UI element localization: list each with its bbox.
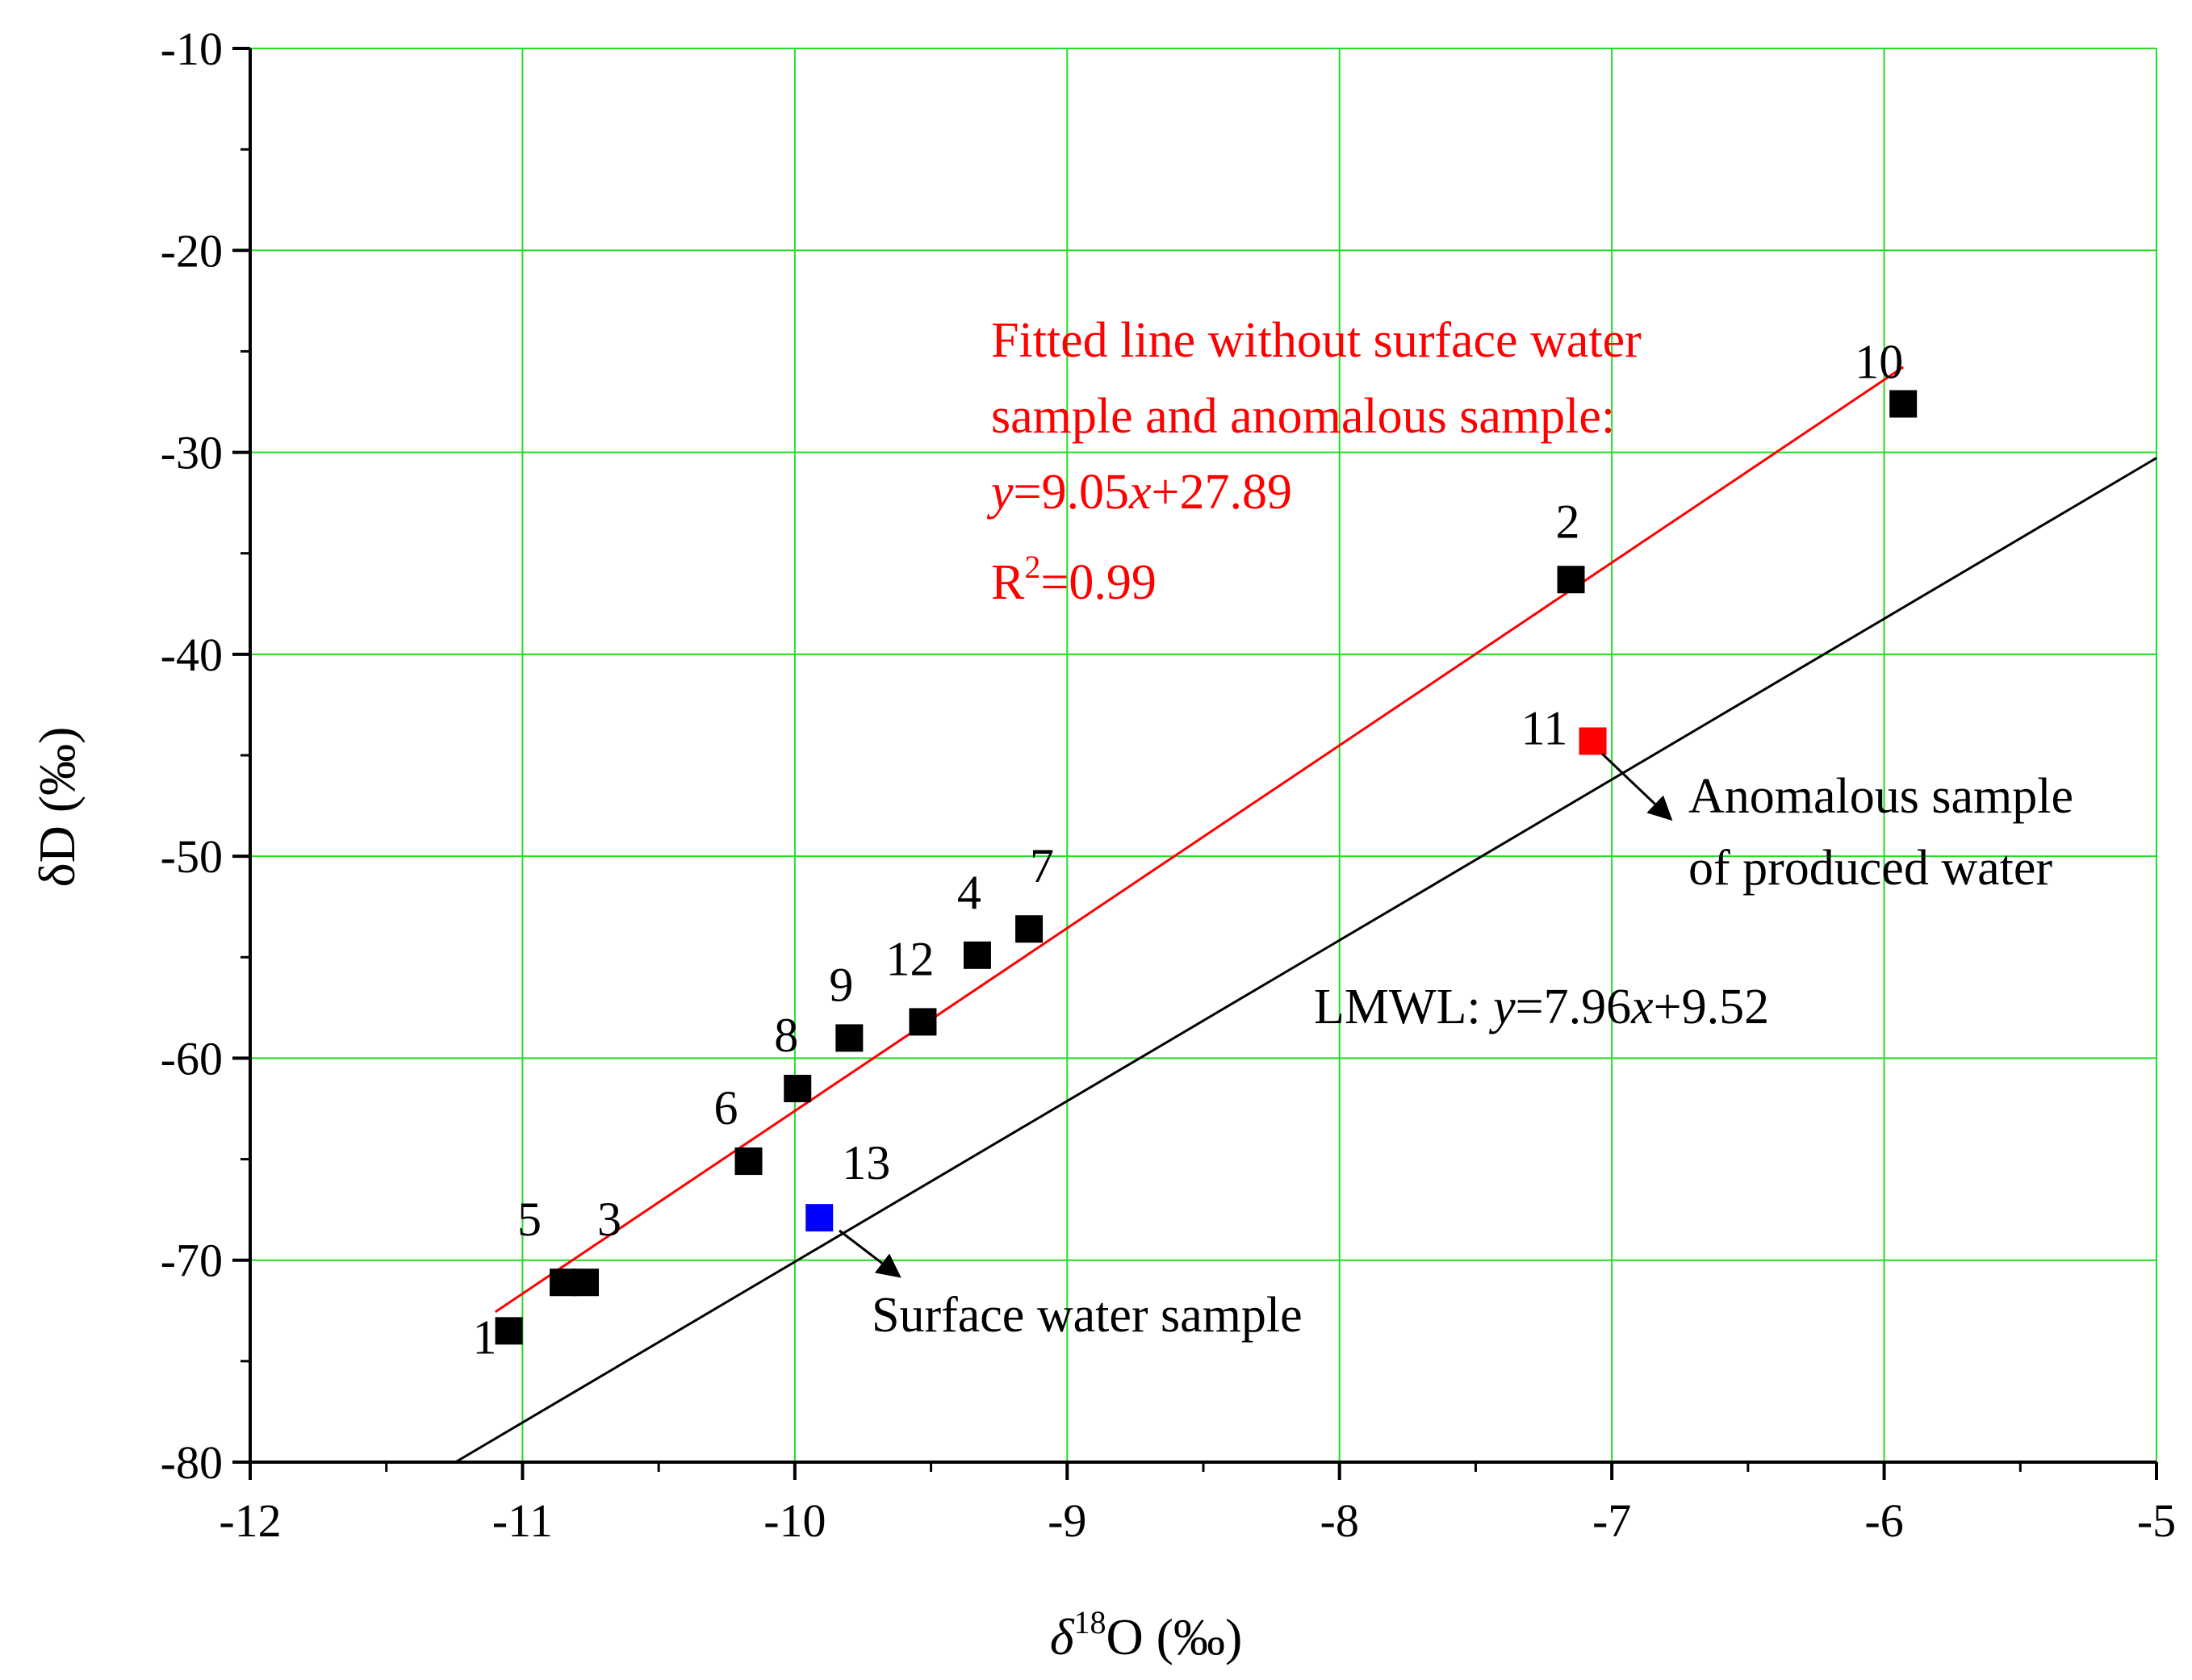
y-tick-label: -10: [161, 23, 223, 75]
anomalous-arrow: [1600, 752, 1673, 821]
y-tick-label: -60: [161, 1032, 223, 1084]
y-tick-label: -30: [161, 427, 223, 479]
data-point-11: [1579, 727, 1607, 755]
y-tick-label: -70: [161, 1235, 223, 1287]
surface-water-annotation: Surface water sample: [839, 1229, 1303, 1343]
data-point-label-8: 8: [774, 1009, 798, 1062]
data-point-label-1: 1: [473, 1310, 497, 1364]
x-tick-label: -9: [1048, 1494, 1086, 1547]
data-point-label-7: 7: [1030, 839, 1054, 892]
y-tick-label: -50: [161, 830, 223, 883]
surface-label: Surface water sample: [872, 1288, 1303, 1343]
fitted-annotation-line1: Fitted line without surface water: [991, 313, 1642, 368]
fitted-equation: y=9.05x+27.89: [986, 465, 1292, 520]
axes: -12 -11 -10 -9 -8 -7 -6 -5 -80 -70 -60 -50 -40 -30 -20…: [161, 23, 2176, 1547]
data-point-label-6: 6: [713, 1081, 738, 1135]
lmwl-line: [454, 457, 2157, 1465]
x-tick-label: -12: [219, 1494, 281, 1547]
anomalous-label-line1: Anomalous sample: [1688, 769, 2073, 824]
x-tick-label: -7: [1592, 1494, 1631, 1547]
anomalous-sample-annotation: Anomalous sample of produced water: [1600, 752, 2073, 896]
x-tick-label: -10: [763, 1494, 826, 1547]
data-point-label-13: 13: [842, 1136, 890, 1189]
data-point-label-3: 3: [597, 1193, 621, 1246]
data-point-label-5: 5: [517, 1193, 542, 1246]
data-point-4: [963, 941, 991, 969]
data-point-8: [784, 1074, 812, 1102]
data-point-label-4: 4: [957, 866, 981, 919]
data-point-6: [734, 1147, 763, 1176]
x-tick-label: -6: [1864, 1494, 1903, 1547]
y-tick-label: -20: [161, 224, 223, 277]
fitted-annotation-line2: sample and anomalous sample:: [991, 389, 1615, 444]
data-point-2: [1557, 566, 1585, 594]
y-tick-label: -80: [161, 1436, 223, 1489]
x-tick-label: -8: [1320, 1494, 1359, 1547]
x-tick-label: -5: [2137, 1494, 2176, 1547]
data-point-label-9: 9: [829, 958, 853, 1011]
anomalous-label-line2: of produced water: [1688, 841, 2052, 896]
fitted-line-annotation: Fitted line without surface water sample…: [986, 313, 1642, 610]
fitted-r-squared: R2=0.99: [991, 549, 1157, 610]
data-point-13: [805, 1204, 834, 1232]
fit-lines: [454, 366, 2157, 1465]
data-point-9: [835, 1024, 864, 1052]
data-point-label-12: 12: [885, 932, 934, 985]
x-axis-title: δ18O (‰): [1050, 1604, 1243, 1665]
data-point-10: [1889, 390, 1918, 418]
data-point-12: [909, 1008, 937, 1036]
data-point-label-10: 10: [1855, 336, 1903, 389]
data-point-label-2: 2: [1556, 495, 1580, 548]
lmwl-equation: LMWL: y=7.96x+9.52: [1314, 980, 1769, 1034]
data-point-1: [495, 1317, 523, 1345]
y-axis-title: δD (‰): [28, 727, 86, 888]
data-point-label-11: 11: [1521, 701, 1568, 754]
surface-arrow: [839, 1229, 901, 1278]
fitted-line: [494, 366, 1905, 1314]
data-point-7: [1015, 915, 1044, 943]
y-tick-label: -40: [161, 629, 223, 681]
data-point-5: [550, 1268, 578, 1297]
x-tick-label: -11: [492, 1494, 553, 1547]
grid: [250, 48, 2157, 1462]
